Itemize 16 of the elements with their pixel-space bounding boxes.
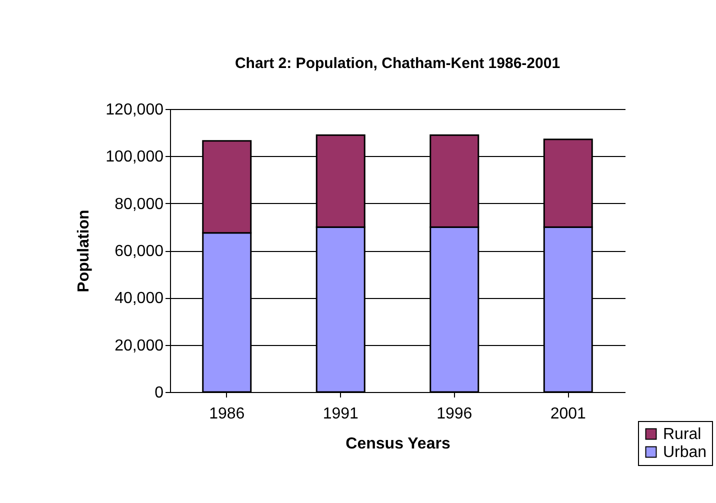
x-tick-label: 1986	[209, 406, 245, 422]
y-tick-label: 40,000	[114, 290, 164, 308]
y-axis-title: Population	[76, 210, 93, 292]
y-tick-label: 100,000	[106, 148, 164, 166]
y-tick-label: 120,000	[106, 102, 164, 118]
legend-label: Urban	[663, 444, 707, 461]
y-tick-label: 80,000	[114, 196, 164, 213]
x-tick-label: 2001	[550, 406, 586, 422]
x-tick-label: 1991	[322, 406, 359, 422]
x-tick-label: 1996	[436, 406, 472, 422]
legend-label: Rural	[663, 426, 702, 443]
chart-title: Chart 2: Population, Chatham-Kent 1986-2001	[234, 55, 560, 72]
y-tick-label: 0	[154, 384, 164, 402]
x-axis-title: Census Years	[346, 436, 450, 452]
y-tick-label: 20,000	[114, 337, 164, 354]
y-tick-label: 60,000	[114, 243, 164, 260]
